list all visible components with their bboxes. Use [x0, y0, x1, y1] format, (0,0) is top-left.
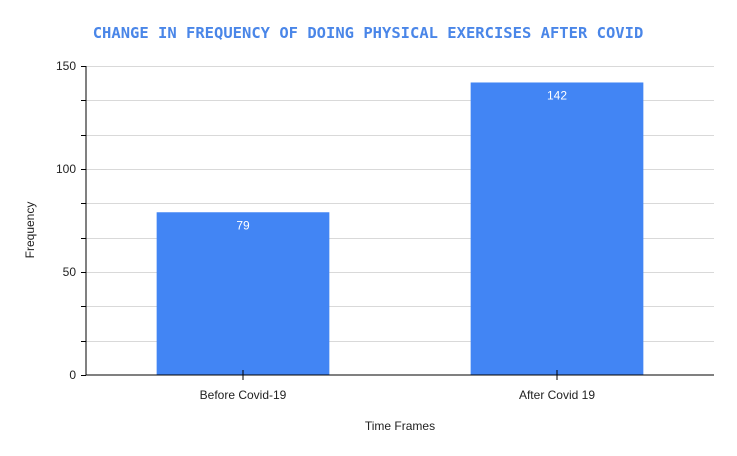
bar: [156, 212, 330, 375]
bars: 79 142: [156, 82, 644, 375]
y-axis-label: Frequency: [23, 202, 37, 259]
bar: [470, 82, 644, 375]
chart-title: CHANGE IN FREQUENCY OF DOING PHYSICAL EX…: [93, 24, 644, 42]
y-tick-label: 0: [69, 368, 76, 382]
x-axis-ticks: Before Covid-19 After Covid 19: [200, 370, 595, 402]
x-tick-label: Before Covid-19: [200, 388, 287, 402]
y-tick-label: 150: [56, 59, 76, 73]
bar-value-label: 79: [236, 218, 250, 232]
y-tick-label: 50: [63, 265, 77, 279]
x-tick-label: After Covid 19: [519, 388, 595, 402]
y-tick-label: 100: [56, 162, 76, 176]
bar-value-label: 142: [547, 88, 567, 102]
x-axis-label: Time Frames: [365, 419, 435, 433]
y-axis-ticks: 0 50 100 150: [56, 59, 86, 382]
